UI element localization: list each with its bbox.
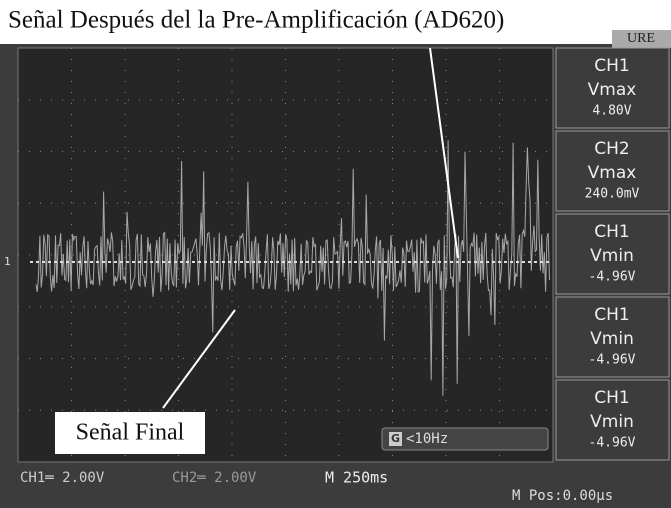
measure-value: -4.96V (589, 436, 636, 451)
position: M Pos:0.00µs (512, 488, 613, 504)
ch2-scale: CH2═ 2.00V (172, 470, 257, 486)
measure-channel: CH1 (594, 56, 629, 76)
measure-value: 240.0mV (585, 187, 640, 202)
measure-label: Vmax (588, 80, 637, 100)
measure-label: Vmin (590, 412, 634, 432)
measure-channel: CH1 (594, 222, 629, 242)
page: URE Señal Después del la Pre-Amplificaci… (0, 0, 671, 508)
title: Señal Después del la Pre-Amplificación (… (8, 7, 504, 34)
ch1-marker: 1 (4, 255, 11, 268)
ch1-scale: CH1═ 2.00V (20, 470, 105, 486)
scope-screenshot: URE Señal Después del la Pre-Amplificaci… (0, 0, 671, 508)
measure-value: -4.96V (589, 353, 636, 368)
graticule (18, 48, 553, 462)
measure-value: 4.80V (592, 104, 631, 119)
measure-channel: CH1 (594, 305, 629, 325)
measure-panel: CH1 Vmax 4.80V CH2 Vmax 240.0mV CH1 Vmin -4.96V C… (556, 48, 669, 460)
menu-tab-label: URE (627, 31, 655, 46)
trigger-icon-label: G (391, 432, 400, 445)
measure-value: -4.96V (589, 270, 636, 285)
timebase: M 250ms (325, 469, 388, 487)
measure-channel: CH2 (594, 139, 629, 159)
trigger-label: <10Hz (406, 431, 448, 447)
measure-channel: CH1 (594, 388, 629, 408)
measure-label: Vmax (588, 163, 637, 183)
measure-label: Vmin (590, 329, 634, 349)
measure-label: Vmin (590, 246, 634, 266)
annotation: Señal Final (76, 420, 185, 446)
